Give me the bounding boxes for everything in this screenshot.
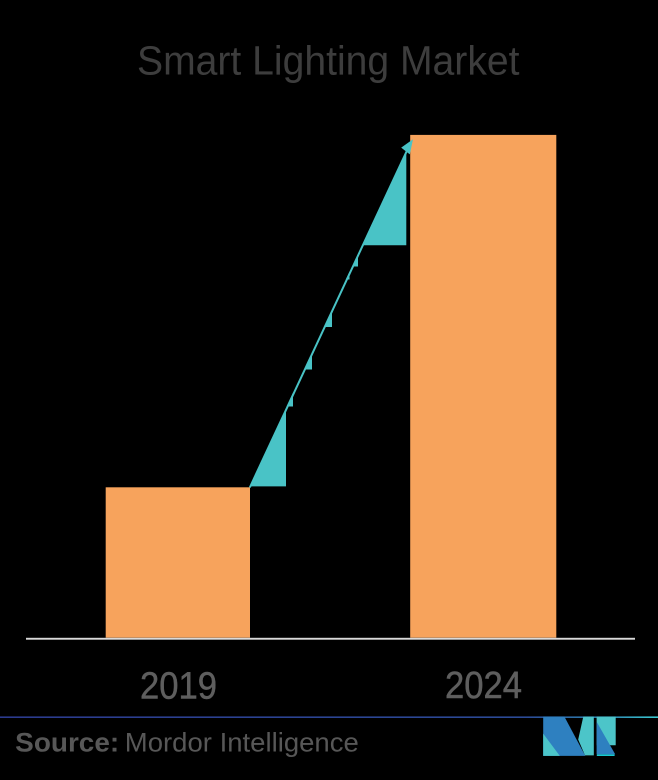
svg-text:Smart Lighting Market: Smart Lighting Market [137, 38, 520, 84]
svg-text:Source:: Source: [15, 728, 119, 758]
svg-text:2019: 2019 [140, 666, 217, 708]
svg-text:Mordor Intelligence: Mordor Intelligence [125, 728, 359, 758]
svg-text:2024: 2024 [445, 665, 522, 707]
